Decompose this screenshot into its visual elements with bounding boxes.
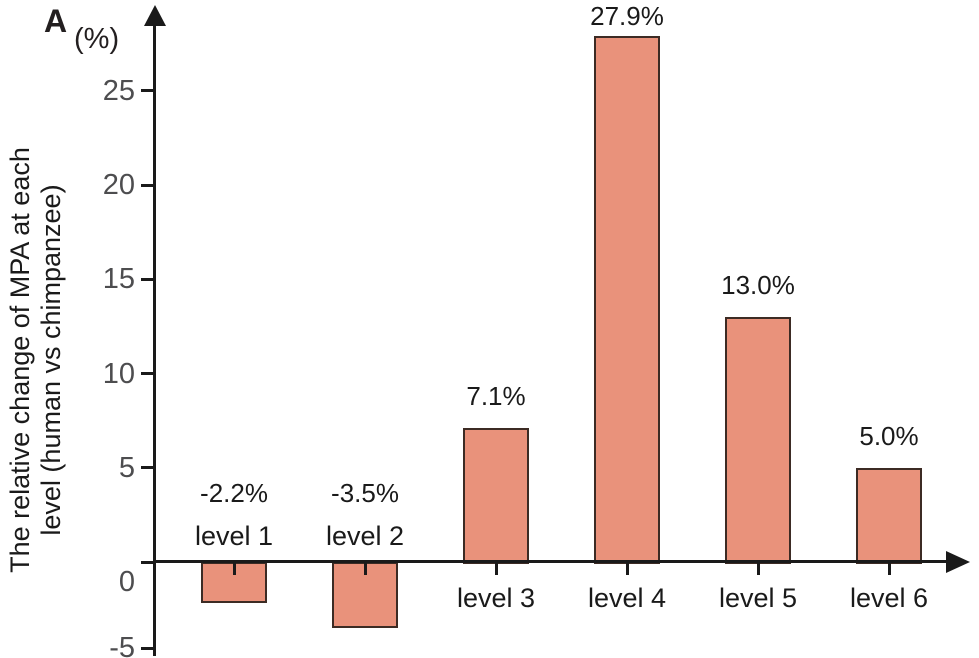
y-axis-tick xyxy=(141,89,155,93)
bar-value-label-level-2: -3.5% xyxy=(331,478,399,508)
x-axis-tick xyxy=(887,563,891,575)
y-axis-tick-label: 0 xyxy=(118,566,135,598)
y-axis-unit-label: (%) xyxy=(74,23,120,55)
y-axis-tick xyxy=(141,646,155,650)
y-axis-tick-label: 20 xyxy=(102,169,135,201)
bar-level-4 xyxy=(594,36,660,564)
bar-level-6 xyxy=(856,467,922,564)
y-axis-title-line-1: The relative change of MPA at each xyxy=(5,147,35,573)
category-label-level-5: level 5 xyxy=(718,583,798,613)
bar-value-label-level-1: -2.2% xyxy=(200,478,268,508)
y-axis-tick xyxy=(141,372,155,375)
y-axis-tick-label: -5 xyxy=(109,632,135,658)
y-axis-tick-label: 10 xyxy=(102,357,135,390)
x-axis-line xyxy=(155,560,947,563)
y-axis-tick-label: 15 xyxy=(102,263,135,296)
bar-level-5 xyxy=(725,316,791,564)
bar-value-label-level-3: 7.1% xyxy=(466,381,526,412)
y-axis-tick xyxy=(141,560,155,564)
y-axis-tick xyxy=(141,183,155,187)
bar-value-label-level-6: 5.0% xyxy=(859,420,919,451)
x-axis-tick xyxy=(363,563,367,575)
y-axis-title: The relative change of MPA at each level… xyxy=(5,70,67,650)
category-label-level-6: level 6 xyxy=(849,583,929,613)
y-axis-tick-label: 5 xyxy=(118,451,135,484)
x-axis-tick xyxy=(756,563,760,575)
y-axis-arrowhead-icon xyxy=(144,5,166,26)
bar-value-label-level-4: 27.9% xyxy=(590,1,664,31)
y-axis-tick xyxy=(141,277,155,281)
category-label-level-3: level 3 xyxy=(456,583,536,613)
category-label-level-4: level 4 xyxy=(587,583,667,613)
y-axis-tick xyxy=(141,466,155,470)
bar-value-label-level-5: 13.0% xyxy=(721,269,795,300)
y-axis-title-line-2: level (human vs chimpanzee) xyxy=(36,184,66,536)
x-axis-arrowhead-icon xyxy=(946,551,970,573)
x-axis-tick xyxy=(232,563,236,575)
panel-label: A xyxy=(44,3,68,39)
category-label-level-2: level 2 xyxy=(325,521,405,551)
x-axis-tick xyxy=(625,563,629,575)
bar-level-3 xyxy=(463,428,529,564)
category-label-level-1: level 1 xyxy=(194,521,274,551)
y-axis-tick-label: 25 xyxy=(102,74,135,107)
x-axis-tick xyxy=(494,563,498,575)
y-axis-line xyxy=(153,16,156,656)
